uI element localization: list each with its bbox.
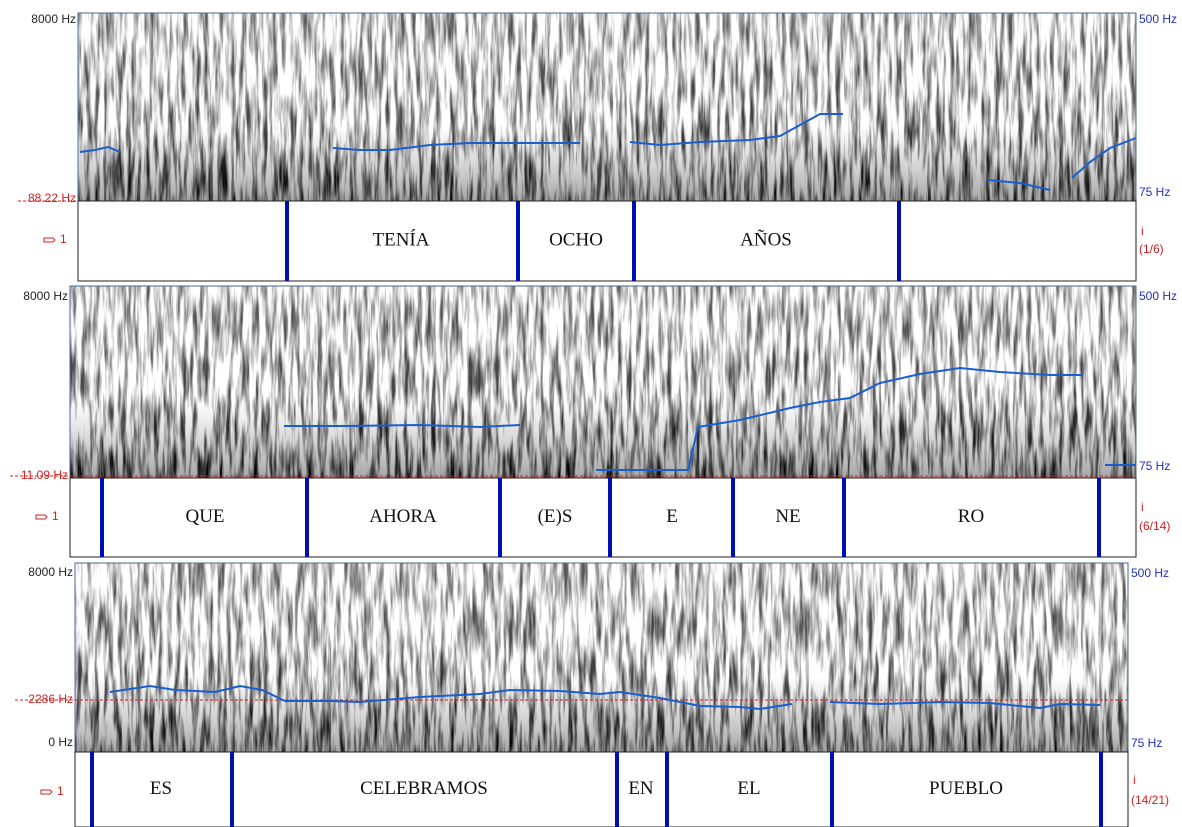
cursor-frequency-label: 2286 Hz <box>28 692 73 706</box>
cursor-frequency-label: 11.09 Hz <box>21 468 68 482</box>
interval-label: TENÍA <box>373 228 430 250</box>
interval-label: QUE <box>185 506 224 527</box>
spectrogram-fade <box>78 13 1136 201</box>
frequency-top-label: 8000 Hz <box>23 289 68 303</box>
cursor-frequency-label: 88.22 Hz <box>28 191 76 205</box>
interval-label: NE <box>775 506 800 527</box>
interval-label: E <box>666 506 678 527</box>
editor-panel: ES CELEBRAMOS EN EL PUEBLO 8000 Hz 2286 Hz 0 Hz… <box>15 563 1169 827</box>
editor-panel: TENÍA OCHO AÑOS 8000 Hz 88.22 Hz 500 Hz 75 Hz 1… <box>18 12 1177 281</box>
interval-mark: i <box>1141 500 1144 514</box>
interval-mark: i <box>1133 773 1136 787</box>
interval-label: AHORA <box>369 506 437 527</box>
spectrogram-fade <box>75 563 1128 752</box>
interval-label: EL <box>737 778 760 799</box>
interval-label: AÑOS <box>740 228 792 250</box>
tier-number: 1 <box>57 784 64 798</box>
interval-label: RO <box>958 506 984 527</box>
pitch-top-label: 500 Hz <box>1131 566 1169 580</box>
tier-hand-icon <box>44 238 55 242</box>
tier-hand-icon <box>36 515 47 519</box>
text-tier <box>78 201 1136 281</box>
interval-mark: i <box>1141 224 1144 238</box>
frequency-bottom-label: 0 Hz <box>48 735 73 749</box>
interval-count: (1/6) <box>1139 242 1164 256</box>
tier-number: 1 <box>52 509 59 523</box>
pitch-bottom-label: 75 Hz <box>1131 736 1162 750</box>
pitch-bottom-label: 75 Hz <box>1139 185 1170 199</box>
interval-label: PUEBLO <box>929 778 1003 799</box>
interval-label: EN <box>628 778 654 799</box>
interval-label: OCHO <box>549 229 603 250</box>
pitch-bottom-label: 75 Hz <box>1139 459 1170 473</box>
tier-hand-icon <box>41 790 52 794</box>
interval-label: (E)S <box>538 506 573 527</box>
interval-count: (14/21) <box>1131 793 1169 807</box>
tier-number: 1 <box>60 232 67 246</box>
interval-label: ES <box>150 778 172 799</box>
spectrogram-fade <box>70 286 1136 478</box>
pitch-top-label: 500 Hz <box>1139 289 1177 303</box>
interval-label: CELEBRAMOS <box>360 778 488 799</box>
frequency-top-label: 8000 Hz <box>31 12 76 26</box>
frequency-top-label: 8000 Hz <box>28 565 73 579</box>
interval-count: (6/14) <box>1139 519 1170 533</box>
editor-panel: QUE AHORA (E)S E NE RO 8000 Hz 11.09 Hz 500 Hz 75… <box>10 286 1177 557</box>
pitch-top-label: 500 Hz <box>1139 12 1177 26</box>
praat-window: TENÍA OCHO AÑOS 8000 Hz 88.22 Hz 500 Hz 75 Hz 1… <box>0 0 1182 827</box>
